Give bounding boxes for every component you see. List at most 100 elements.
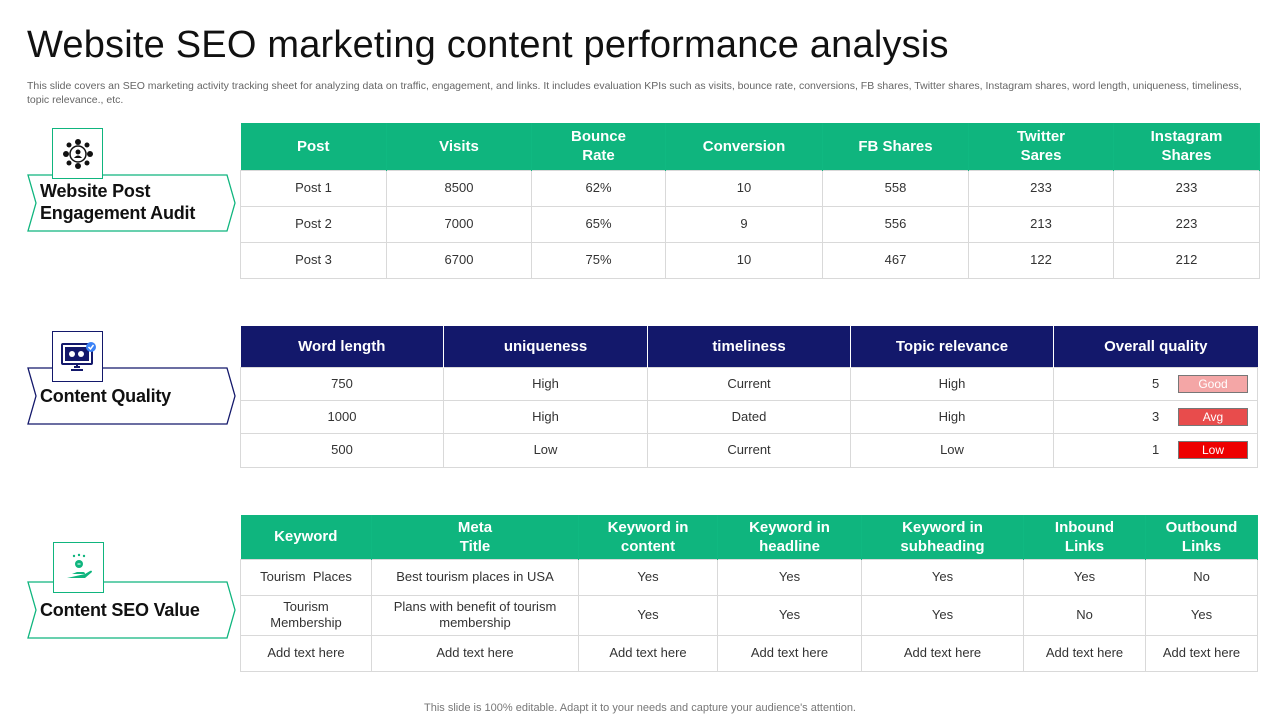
- section-label-quality: Content Quality: [27, 367, 237, 425]
- table-cell: Yes: [861, 594, 1024, 636]
- table-cell: High: [850, 399, 1054, 434]
- monitor-settings-icon: [52, 331, 103, 382]
- table-cell: Tourism Places: [240, 558, 372, 596]
- people-network-icon: [52, 128, 103, 179]
- table-cell: Current: [647, 366, 851, 401]
- placeholder-cell[interactable]: Add text here: [1023, 634, 1146, 672]
- table-cell: 1000: [240, 399, 444, 434]
- section-label-text: Content SEO Value: [40, 600, 200, 620]
- column-header: Post: [240, 123, 387, 170]
- table-cell: 750: [240, 366, 444, 401]
- table-cell: Yes: [717, 558, 862, 596]
- overall-quality-cell: 1 Low: [1053, 432, 1258, 468]
- label-line-1: Website Post: [40, 181, 151, 201]
- table-cell: 558: [822, 169, 969, 207]
- table-cell: Best tourism places in USA: [371, 558, 579, 596]
- table-cell: 8500: [386, 169, 532, 207]
- table-row: 1000 High Dated High 3 Avg: [240, 399, 1258, 434]
- placeholder-cell[interactable]: Add text here: [717, 634, 862, 672]
- column-header: Overall quality: [1053, 326, 1258, 367]
- table-cell: Current: [647, 432, 851, 468]
- table-header-row: Word length uniqueness timeliness Topic …: [240, 326, 1258, 367]
- table-cell: High: [443, 399, 648, 434]
- table-row: Post 3 6700 75% 10 467 122 212: [240, 241, 1260, 279]
- table-cell: No: [1023, 594, 1146, 636]
- column-header: Inbound Links: [1023, 515, 1146, 559]
- column-header: uniqueness: [443, 326, 648, 367]
- column-header: Conversion: [665, 123, 823, 170]
- table-row: Add text here Add text here Add text her…: [240, 634, 1258, 672]
- placeholder-cell[interactable]: Add text here: [578, 634, 718, 672]
- table-cell: Yes: [578, 594, 718, 636]
- table-row: Tourism Places Best tourism places in US…: [240, 558, 1258, 596]
- placeholder-cell[interactable]: Add text here: [861, 634, 1024, 672]
- column-header: Keyword in content: [578, 515, 718, 559]
- table-cell: Yes: [717, 594, 862, 636]
- section-label-seo: Content SEO Value: [27, 581, 237, 639]
- label-frame: [27, 581, 236, 639]
- page-subtitle: This slide covers an SEO marketing activ…: [27, 80, 1242, 106]
- column-header: Meta Title: [371, 515, 579, 559]
- table-cell: Low: [850, 432, 1054, 468]
- table-cell: Tourism Membership: [240, 594, 372, 636]
- table-row: Post 2 7000 65% 9 556 213 223: [240, 205, 1260, 243]
- column-header: Word length: [240, 326, 444, 367]
- table-cell: 10: [665, 169, 823, 207]
- column-header: Visits: [386, 123, 532, 170]
- table-cell: Yes: [1145, 594, 1258, 636]
- table-cell: 213: [968, 205, 1114, 243]
- table-row: Tourism Membership Plans with benefit of…: [240, 594, 1258, 636]
- table-cell: 65%: [531, 205, 666, 243]
- table-row: 750 High Current High 5 Good: [240, 366, 1258, 401]
- table-cell: 223: [1113, 205, 1260, 243]
- table-cell: 6700: [386, 241, 532, 279]
- column-header: Keyword in subheading: [861, 515, 1024, 559]
- table-cell: 122: [968, 241, 1114, 279]
- label-line-2: Engagement Audit: [40, 203, 196, 223]
- column-header: Keyword in headline: [717, 515, 862, 559]
- table-cell: Low: [443, 432, 648, 468]
- label-frame: [27, 367, 236, 425]
- table-cell: 233: [968, 169, 1114, 207]
- quality-score: 1: [1152, 442, 1160, 457]
- table-cell: 467: [822, 241, 969, 279]
- column-header: Keyword: [240, 515, 372, 559]
- overall-quality-cell: 5 Good: [1053, 366, 1258, 401]
- quality-table: Word length uniqueness timeliness Topic …: [240, 326, 1258, 468]
- table-row: Post 1 8500 62% 10 558 233 233: [240, 169, 1260, 207]
- column-header: FB Shares: [822, 123, 969, 170]
- table-header-row: Keyword Meta Title Keyword in content Ke…: [240, 515, 1258, 559]
- table-row: 500 Low Current Low 1 Low: [240, 432, 1258, 468]
- table-cell: High: [443, 366, 648, 401]
- table-cell: Yes: [1023, 558, 1146, 596]
- table-cell: Yes: [861, 558, 1024, 596]
- column-header: Topic relevance: [850, 326, 1054, 367]
- section-label-text: Website Post Engagement Audit: [40, 180, 195, 224]
- placeholder-cell[interactable]: Add text here: [371, 634, 579, 672]
- table-cell: Yes: [578, 558, 718, 596]
- quality-badge-avg: Avg: [1178, 407, 1248, 426]
- table-cell: 62%: [531, 169, 666, 207]
- column-header: Outbound Links: [1145, 515, 1258, 559]
- column-header: Twitter Sares: [968, 123, 1114, 170]
- table-cell: 9: [665, 205, 823, 243]
- table-cell: High: [850, 366, 1054, 401]
- engagement-table: Post Visits Bounce Rate Conversion FB Sh…: [240, 123, 1260, 279]
- table-header-row: Post Visits Bounce Rate Conversion FB Sh…: [240, 123, 1260, 170]
- table-cell: No: [1145, 558, 1258, 596]
- page-title: Website SEO marketing content performanc…: [27, 24, 949, 66]
- column-header: Bounce Rate: [531, 123, 666, 170]
- placeholder-cell[interactable]: Add text here: [1145, 634, 1258, 672]
- hand-money-icon: [53, 542, 104, 593]
- placeholder-cell[interactable]: Add text here: [240, 634, 372, 672]
- table-cell: Post 3: [240, 241, 387, 279]
- label-frame: [27, 174, 236, 232]
- column-header: Instagram Shares: [1113, 123, 1260, 170]
- table-cell: 233: [1113, 169, 1260, 207]
- table-cell: Post 2: [240, 205, 387, 243]
- table-cell: 556: [822, 205, 969, 243]
- table-cell: 7000: [386, 205, 532, 243]
- quality-score: 5: [1152, 375, 1160, 391]
- table-cell: 75%: [531, 241, 666, 279]
- table-cell: Post 1: [240, 169, 387, 207]
